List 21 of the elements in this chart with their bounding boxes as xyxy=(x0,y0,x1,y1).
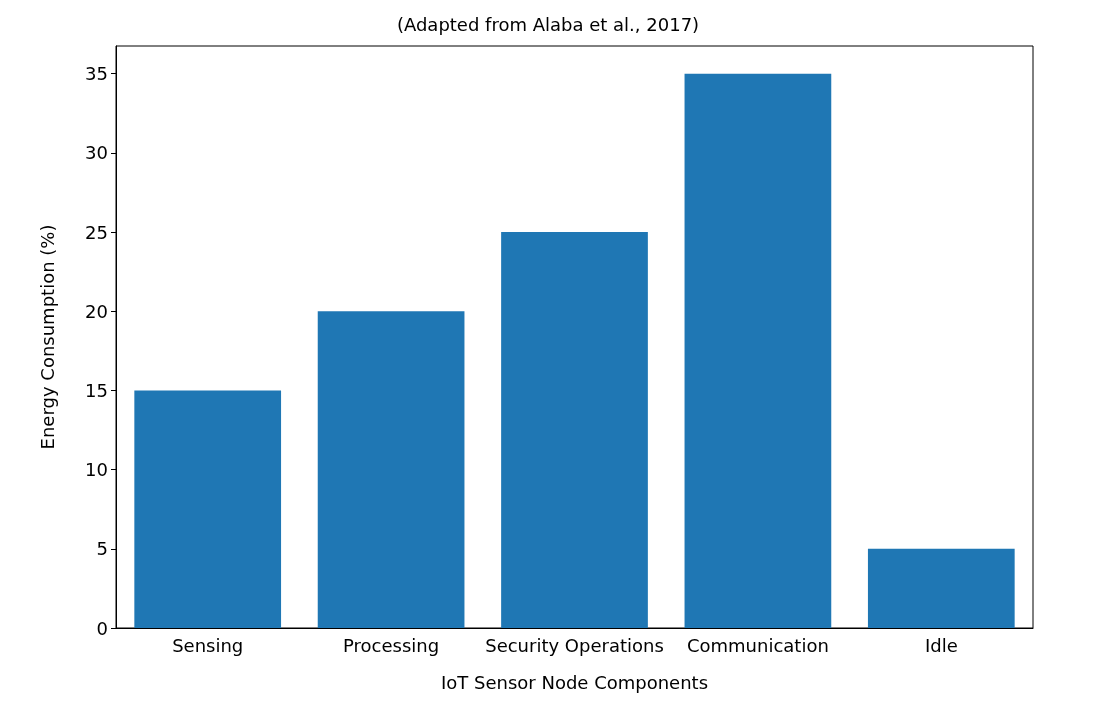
bar xyxy=(684,73,832,628)
y-tick-label: 20 xyxy=(85,300,108,322)
y-tick-label: 30 xyxy=(85,142,108,164)
y-axis-title: Energy Consumption (%) xyxy=(36,224,58,450)
bar xyxy=(134,390,282,628)
chart-subtitle: (Adapted from Alaba et al., 2017) xyxy=(396,13,700,35)
bar xyxy=(317,311,465,628)
y-tick-label: 5 xyxy=(96,538,108,560)
x-axis-title: IoT Sensor Node Components xyxy=(440,671,709,693)
x-tick-label: Idle xyxy=(924,634,958,656)
y-tick-label: 25 xyxy=(85,221,108,243)
x-tick-label: Processing xyxy=(343,634,440,656)
y-tick-label: 10 xyxy=(85,459,108,481)
y-tick-label: 15 xyxy=(85,379,108,401)
x-tick-label: Security Operations xyxy=(485,634,664,656)
y-tick-label: 35 xyxy=(85,63,108,85)
x-tick-label: Sensing xyxy=(172,634,244,656)
bar xyxy=(501,232,648,628)
bar xyxy=(867,548,1015,628)
y-tick-label: 0 xyxy=(96,617,108,639)
x-tick-label: Communication xyxy=(686,634,829,656)
